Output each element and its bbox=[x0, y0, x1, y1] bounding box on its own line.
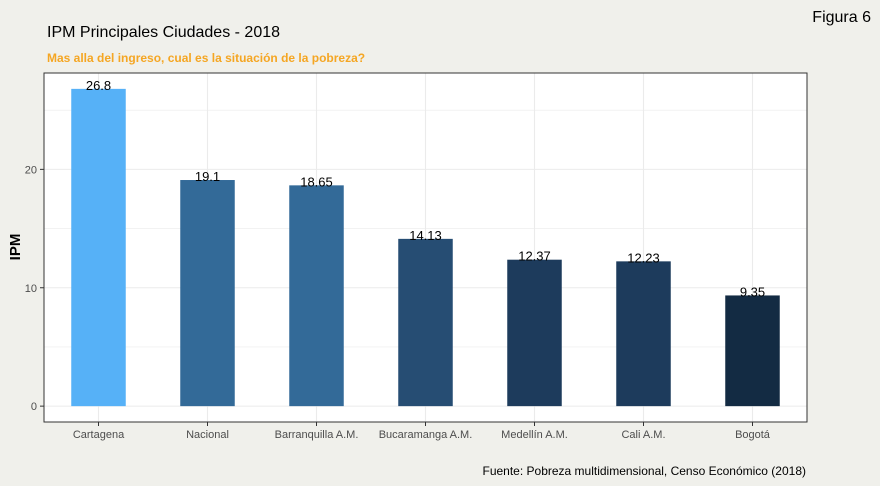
bar-value-label: 9.35 bbox=[740, 284, 765, 299]
chart-subtitle: Mas alla del ingreso, cual es la situaci… bbox=[47, 51, 366, 65]
x-tick-label: Cartagena bbox=[73, 429, 125, 441]
chart-title: IPM Principales Ciudades - 2018 bbox=[47, 24, 281, 41]
source-caption: Fuente: Pobreza multidimensional, Censo … bbox=[482, 464, 806, 478]
bar-value-label: 26.8 bbox=[86, 78, 111, 93]
x-tick-label: Cali A.M. bbox=[621, 429, 665, 441]
data-labels: 26.8 19.1 18.65 14.13 12.37 12.23 9.35 bbox=[86, 78, 765, 300]
bar-value-label: 19.1 bbox=[195, 169, 220, 184]
x-tick-label: Medellín A.M. bbox=[501, 429, 568, 441]
bar-value-label: 14.13 bbox=[409, 228, 442, 243]
figure-label: Figura 6 bbox=[812, 9, 871, 26]
bar bbox=[180, 180, 235, 407]
x-tick-label: Bogotá bbox=[735, 429, 771, 441]
x-tick-label: Bucaramanga A.M. bbox=[379, 429, 473, 441]
bar bbox=[289, 185, 344, 407]
x-axis: Cartagena Nacional Barranquilla A.M. Bucara… bbox=[73, 422, 771, 441]
bar bbox=[398, 238, 453, 407]
bar bbox=[507, 259, 562, 407]
bar-value-label: 18.65 bbox=[300, 174, 333, 189]
bar bbox=[725, 295, 780, 407]
x-tick-label: Nacional bbox=[186, 429, 229, 441]
y-tick-label: 10 bbox=[25, 283, 37, 295]
y-axis-label: IPM bbox=[7, 234, 24, 261]
y-tick-label: 20 bbox=[25, 164, 37, 176]
bar-value-label: 12.23 bbox=[627, 250, 660, 265]
y-axis: 0 10 20 bbox=[25, 164, 44, 413]
x-tick-label: Barranquilla A.M. bbox=[275, 429, 359, 441]
y-tick-label: 0 bbox=[31, 401, 37, 413]
bar-value-label: 12.37 bbox=[518, 249, 551, 264]
bar bbox=[616, 261, 671, 407]
bar bbox=[71, 88, 126, 407]
bars bbox=[71, 88, 780, 407]
